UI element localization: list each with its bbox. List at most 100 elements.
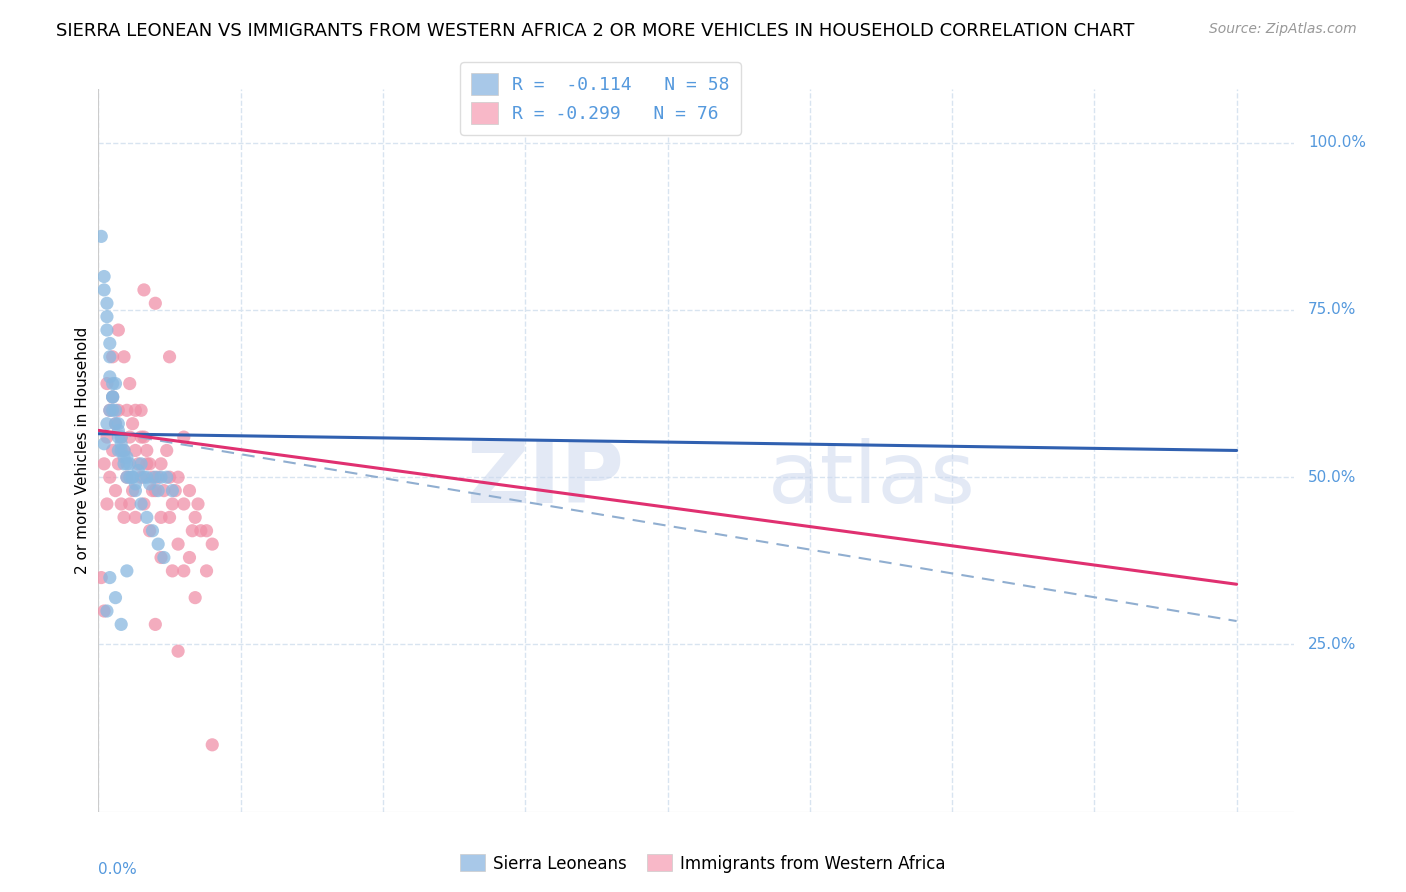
Point	[173, 497, 195, 511]
Point	[129, 430, 152, 444]
Point	[98, 350, 121, 364]
Point	[143, 296, 166, 310]
Point	[101, 390, 124, 404]
Point	[138, 476, 160, 491]
Point	[101, 350, 124, 364]
Point	[101, 376, 124, 391]
Point	[96, 604, 118, 618]
Point	[107, 323, 129, 337]
Point	[173, 564, 195, 578]
Point	[135, 443, 157, 458]
Text: 100.0%: 100.0%	[1308, 136, 1365, 150]
Point	[143, 470, 166, 484]
Point	[110, 497, 132, 511]
Point	[129, 470, 152, 484]
Point	[115, 403, 138, 417]
Point	[141, 524, 163, 538]
Point	[98, 470, 121, 484]
Point	[118, 497, 141, 511]
Text: Source: ZipAtlas.com: Source: ZipAtlas.com	[1209, 22, 1357, 37]
Point	[124, 510, 146, 524]
Point	[118, 470, 141, 484]
Point	[179, 550, 201, 565]
Legend: Sierra Leoneans, Immigrants from Western Africa: Sierra Leoneans, Immigrants from Western…	[453, 847, 953, 880]
Point	[195, 524, 218, 538]
Point	[162, 564, 184, 578]
Point	[98, 369, 121, 384]
Point	[96, 430, 118, 444]
Point	[148, 483, 170, 498]
Point	[138, 524, 160, 538]
Point	[104, 403, 127, 417]
Point	[132, 497, 155, 511]
Point	[112, 457, 135, 471]
Point	[101, 403, 124, 417]
Point	[135, 457, 157, 471]
Point	[104, 417, 127, 431]
Point	[181, 524, 204, 538]
Text: SIERRA LEONEAN VS IMMIGRANTS FROM WESTERN AFRICA 2 OR MORE VEHICLES IN HOUSEHOLD: SIERRA LEONEAN VS IMMIGRANTS FROM WESTER…	[56, 22, 1135, 40]
Point	[132, 430, 155, 444]
Text: 50.0%: 50.0%	[1308, 470, 1357, 484]
Point	[162, 483, 184, 498]
Point	[90, 571, 112, 585]
Point	[165, 483, 187, 498]
Point	[148, 470, 170, 484]
Point	[112, 350, 135, 364]
Point	[167, 470, 190, 484]
Point	[115, 564, 138, 578]
Point	[118, 376, 141, 391]
Point	[104, 591, 127, 605]
Point	[115, 470, 138, 484]
Point	[124, 403, 146, 417]
Point	[173, 430, 195, 444]
Point	[93, 269, 115, 284]
Point	[129, 457, 152, 471]
Point	[115, 470, 138, 484]
Point	[121, 470, 143, 484]
Point	[112, 443, 135, 458]
Point	[129, 403, 152, 417]
Point	[96, 296, 118, 310]
Point	[110, 430, 132, 444]
Point	[90, 229, 112, 244]
Point	[184, 591, 207, 605]
Point	[107, 443, 129, 458]
Point	[150, 550, 173, 565]
Point	[110, 430, 132, 444]
Point	[96, 323, 118, 337]
Point	[132, 470, 155, 484]
Point	[201, 738, 224, 752]
Text: atlas: atlas	[768, 438, 976, 521]
Point	[124, 476, 146, 491]
Point	[159, 470, 181, 484]
Point	[143, 483, 166, 498]
Point	[179, 483, 201, 498]
Point	[101, 443, 124, 458]
Point	[167, 644, 190, 658]
Point	[93, 436, 115, 450]
Point	[115, 457, 138, 471]
Point	[124, 483, 146, 498]
Point	[153, 550, 176, 565]
Point	[101, 390, 124, 404]
Point	[101, 390, 124, 404]
Point	[159, 350, 181, 364]
Point	[98, 336, 121, 351]
Point	[104, 483, 127, 498]
Point	[115, 450, 138, 465]
Point	[127, 464, 149, 478]
Point	[132, 283, 155, 297]
Point	[127, 457, 149, 471]
Point	[135, 510, 157, 524]
Point	[110, 617, 132, 632]
Legend: R =  -0.114   N = 58, R = -0.299   N = 76: R = -0.114 N = 58, R = -0.299 N = 76	[460, 62, 741, 135]
Point	[96, 417, 118, 431]
Y-axis label: 2 or more Vehicles in Household: 2 or more Vehicles in Household	[75, 326, 90, 574]
Text: 75.0%: 75.0%	[1308, 302, 1357, 318]
Point	[112, 510, 135, 524]
Point	[143, 617, 166, 632]
Text: 0.0%: 0.0%	[98, 863, 138, 878]
Point	[107, 424, 129, 438]
Text: ZIP: ZIP	[467, 438, 624, 521]
